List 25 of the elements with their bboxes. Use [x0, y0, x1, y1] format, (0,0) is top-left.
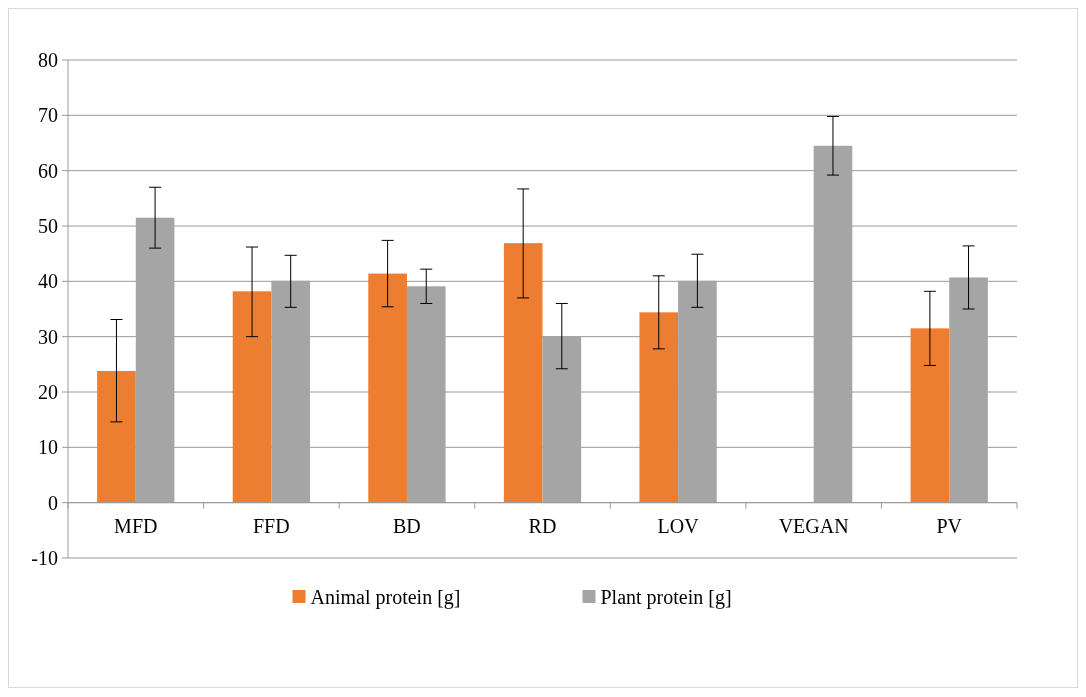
legend-label: Plant protein [g] [600, 586, 732, 609]
bar [97, 370, 136, 503]
y-tick-label: 10 [38, 436, 58, 459]
x-tick-label: BD [393, 514, 421, 537]
y-tick-label: 50 [38, 215, 58, 237]
x-tick-label: LOV [657, 514, 700, 537]
bar [368, 273, 407, 503]
y-tick-label: 60 [38, 159, 58, 182]
x-tick-label: PV [936, 514, 963, 537]
bar [910, 328, 950, 503]
y-tick-label: 40 [38, 270, 58, 293]
y-tick-label: 30 [38, 325, 58, 348]
x-tick-label: MFD [114, 514, 158, 537]
legend-label: Animal protein [g] [310, 586, 461, 609]
bar [639, 312, 679, 503]
y-tick-label: -10 [31, 547, 58, 569]
x-tick-label: RD [528, 514, 557, 537]
bar [503, 243, 543, 503]
y-tick-label: 80 [38, 49, 58, 71]
y-tick-label: 20 [38, 381, 58, 403]
x-tick-label: VEGAN [778, 514, 849, 537]
x-tick-label: FFD [253, 514, 290, 537]
y-tick-label: 0 [48, 491, 58, 514]
bar [232, 291, 272, 503]
y-tick-label: 70 [38, 104, 58, 127]
